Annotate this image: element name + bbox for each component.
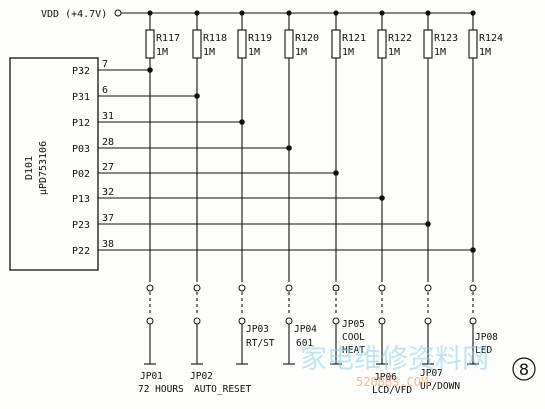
jp05-contact-top bbox=[332, 284, 340, 292]
p32-port-label: P32 bbox=[72, 66, 90, 77]
r120-body bbox=[284, 29, 294, 59]
r121-value-label: 1M bbox=[342, 47, 354, 58]
r117-body bbox=[145, 29, 155, 59]
p22-pin-number: 38 bbox=[102, 239, 114, 250]
p13-port-label: P13 bbox=[72, 194, 90, 205]
jp06-contact-bottom bbox=[378, 317, 386, 325]
jumper-layer: JP01 72 HOURS JP02 AUTO_RESET JP03 RT/ST JP04 6… bbox=[138, 58, 498, 396]
jp06-function-label: LCD/VFD bbox=[372, 385, 412, 396]
jp06-contact-top bbox=[378, 284, 386, 292]
watermark-text: 家电维修资料网 bbox=[300, 344, 489, 375]
p31-port-label: P31 bbox=[72, 92, 90, 103]
figure-number: 8 bbox=[519, 360, 529, 379]
jp05-contact-bottom bbox=[332, 317, 340, 325]
r123-ref-label: R123 bbox=[434, 33, 458, 44]
watermark: 家电维修资料网 520BBS.COM bbox=[300, 344, 489, 389]
jp04-contact-top bbox=[285, 284, 293, 292]
chip-ref: D101 bbox=[24, 156, 35, 180]
jp01-ref-label: JP01 bbox=[140, 371, 163, 382]
jp01-contact-top bbox=[146, 284, 154, 292]
r123-body bbox=[423, 29, 433, 59]
jp08-contact-top bbox=[469, 284, 477, 292]
p32-pin-number: 7 bbox=[102, 59, 108, 70]
jp07-ref-label: JP07 bbox=[420, 368, 443, 379]
jp02-contact-top bbox=[193, 284, 201, 292]
chip-body bbox=[9, 57, 99, 271]
p03-port-label: P03 bbox=[72, 144, 90, 155]
jp07-contact-bottom bbox=[424, 317, 432, 325]
r123-value-label: 1M bbox=[434, 47, 446, 58]
p12-pin-number: 31 bbox=[102, 111, 114, 122]
jp04-function-label: 601 bbox=[296, 338, 313, 349]
r118-ref-label: R118 bbox=[203, 33, 227, 44]
jp08-function-label: LED bbox=[475, 345, 492, 356]
resistor-layer: R117 1M R118 1M R119 1M R120 1M R121 1M R122 1M R123… bbox=[145, 10, 503, 59]
jp03-ref-label: JP03 bbox=[246, 324, 269, 335]
r118-body bbox=[192, 29, 202, 59]
r122-body bbox=[377, 29, 387, 59]
jp02-function-label: AUTO_RESET bbox=[194, 384, 251, 395]
r119-ref-label: R119 bbox=[248, 33, 272, 44]
r124-ref-label: R124 bbox=[479, 33, 503, 44]
jp05-function-label: COOL bbox=[342, 332, 365, 343]
r121-ref-label: R121 bbox=[342, 33, 366, 44]
p02-pin-number: 27 bbox=[102, 162, 114, 173]
p02-port-label: P02 bbox=[72, 169, 90, 180]
static-layer: VDD (+4.7V) D101 μPD753106 bbox=[9, 9, 473, 271]
jp03-contact-top bbox=[238, 284, 246, 292]
r122-value-label: 1M bbox=[388, 47, 400, 58]
jp07-function-label: UP/DOWN bbox=[420, 381, 460, 392]
p12-port-label: P12 bbox=[72, 118, 90, 129]
supply-terminal bbox=[114, 9, 122, 17]
jp04-ref-label: JP04 bbox=[294, 324, 317, 335]
r119-value-label: 1M bbox=[248, 47, 260, 58]
jp08-ref-label: JP08 bbox=[475, 332, 498, 343]
r122-ref-label: R122 bbox=[388, 33, 412, 44]
jp04-contact-bottom bbox=[285, 317, 293, 325]
jp02-ref-label: JP02 bbox=[190, 371, 213, 382]
jp01-function-label: 72 HOURS bbox=[138, 384, 184, 395]
pin-layer: P32 7 P31 6 P12 31 P03 28 P02 27 P13 32 P23 37 P22 38 bbox=[72, 59, 476, 257]
chip-part-number: μPD753106 bbox=[38, 141, 49, 195]
watermark-url: 520BBS.COM bbox=[356, 375, 428, 389]
jp03-contact-bottom bbox=[238, 317, 246, 325]
jp08-contact-bottom bbox=[469, 317, 477, 325]
jp05-ref-label: JP05 bbox=[342, 319, 365, 330]
r117-ref-label: R117 bbox=[156, 33, 180, 44]
p23-pin-number: 37 bbox=[102, 213, 114, 224]
figure-number-ring bbox=[512, 357, 536, 381]
p13-pin-number: 32 bbox=[102, 187, 114, 198]
r120-ref-label: R120 bbox=[295, 33, 319, 44]
supply-label: VDD (+4.7V) bbox=[41, 9, 107, 20]
p23-port-label: P23 bbox=[72, 220, 90, 231]
jp06-ref-label: JP06 bbox=[374, 372, 397, 383]
r124-value-label: 1M bbox=[479, 47, 491, 58]
jp03-function-label: RT/ST bbox=[246, 338, 275, 349]
p31-pin-number: 6 bbox=[102, 85, 108, 96]
jp07-contact-top bbox=[424, 284, 432, 292]
p03-pin-number: 28 bbox=[102, 137, 114, 148]
r120-value-label: 1M bbox=[295, 47, 307, 58]
r121-body bbox=[331, 29, 341, 59]
jp02-contact-bottom bbox=[193, 317, 201, 325]
r118-value-label: 1M bbox=[203, 47, 215, 58]
r119-body bbox=[237, 29, 247, 59]
jp01-contact-bottom bbox=[146, 317, 154, 325]
r117-value-label: 1M bbox=[156, 47, 168, 58]
r124-body bbox=[468, 29, 478, 59]
p22-port-label: P22 bbox=[72, 246, 90, 257]
jp05-function-label-2: HEAT bbox=[342, 345, 365, 356]
